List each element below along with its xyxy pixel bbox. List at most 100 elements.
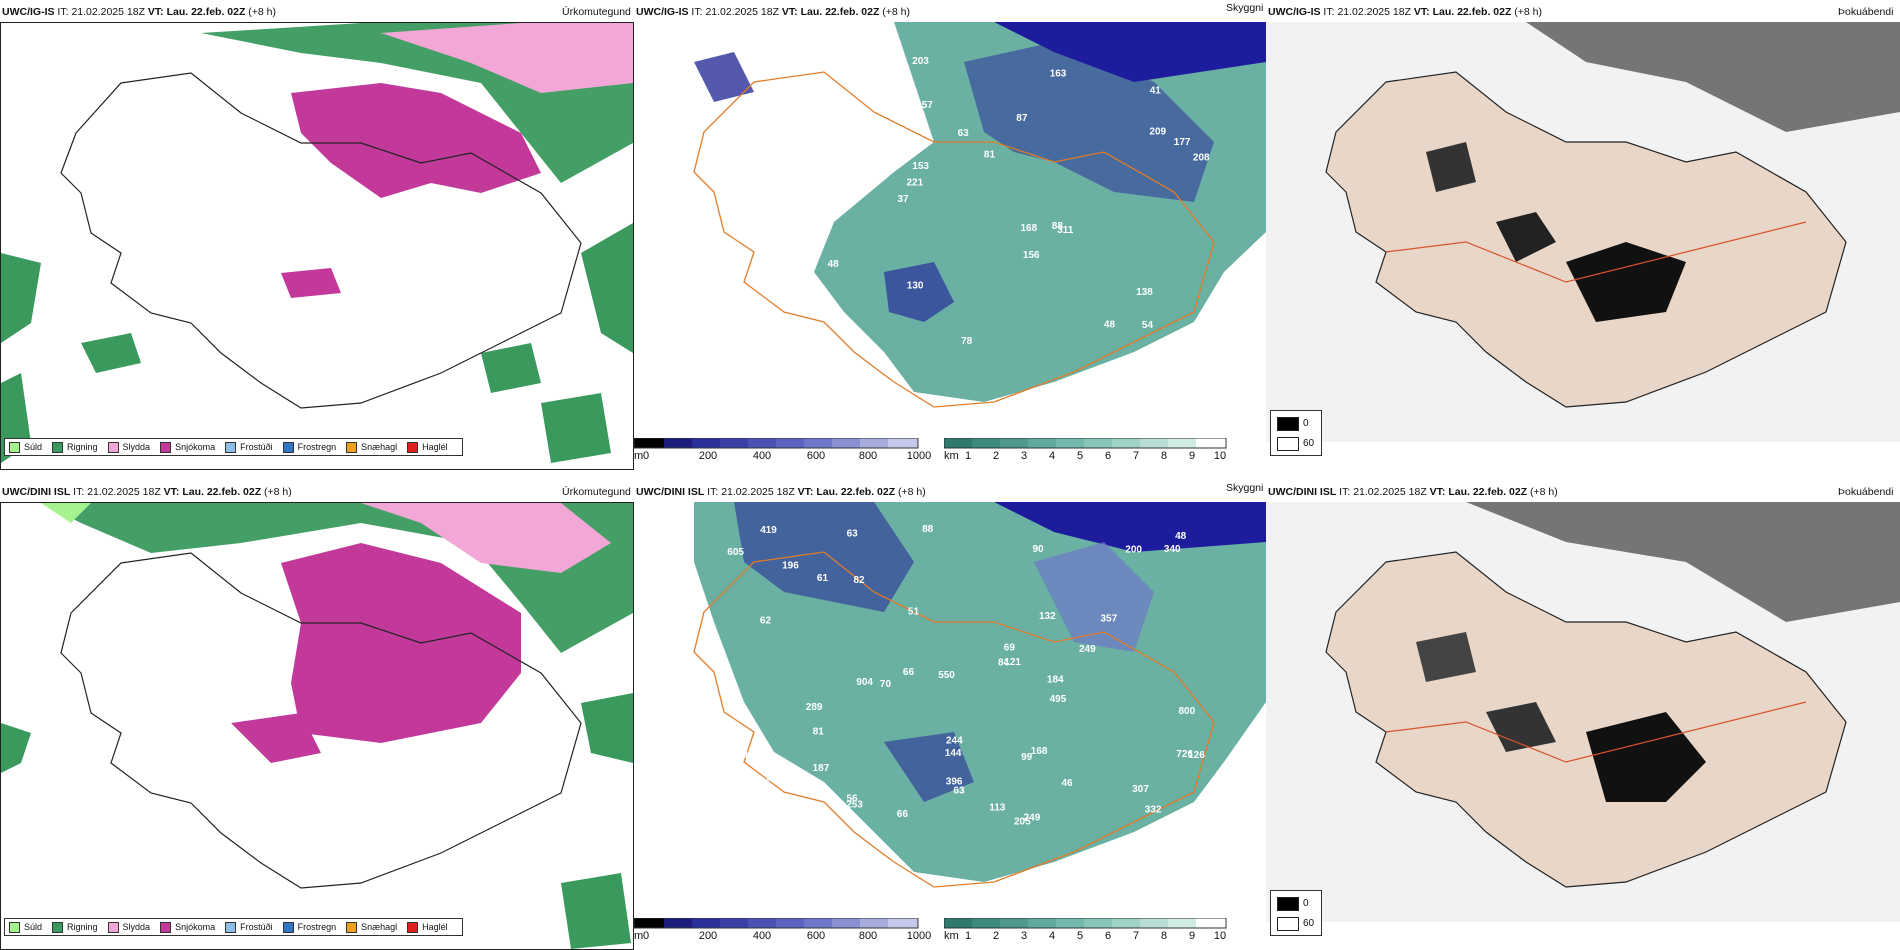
colorbar-tick: 0	[642, 930, 650, 942]
precip-type-panel: UWC/DINI ISL IT: 21.02.2025 18Z VT: Lau.…	[0, 480, 634, 950]
cloudbase-value-label: 56	[847, 794, 859, 805]
cloudbase-value-label: 904	[856, 677, 873, 688]
legend-swatch	[407, 921, 419, 933]
cloudbase-value-label: 235	[826, 316, 843, 327]
panel-title: Úrkomutegund	[562, 486, 631, 498]
legend-swatch-black	[1277, 417, 1299, 431]
legend-swatch	[346, 921, 358, 933]
cloudbase-value-label: 168	[1021, 223, 1038, 234]
legend-item-hail: Haglél	[407, 441, 448, 453]
cloudbase-value-label: 132	[1039, 611, 1056, 622]
cloudbase-value-label: 270	[764, 96, 781, 107]
legend-label: 60	[1303, 918, 1315, 929]
colorbar-tick: 8	[1160, 450, 1168, 462]
precip-type-legend: Súld Rigning Slydda Snjókoma Frostúði Fr…	[4, 438, 463, 456]
legend-swatch	[9, 441, 20, 453]
cloudbase-value-label: 163	[1050, 69, 1067, 80]
cloudbase-value-label: 57	[922, 100, 934, 111]
fog-index-panel: UWC/IG-IS IT: 21.02.2025 18Z VT: Lau. 22…	[1266, 0, 1900, 470]
cloudbase-value-label: 126	[1188, 750, 1205, 761]
legend-item-snow-pellets: Snæhagl	[346, 921, 397, 933]
fog-index-panel: UWC/DINI ISL IT: 21.02.2025 18Z VT: Lau.…	[1266, 480, 1900, 950]
legend-swatch	[107, 921, 119, 933]
cloudbase-value-label: 556	[754, 778, 771, 789]
legend-item-snow-pellets: Snæhagl	[346, 441, 397, 453]
cloudbase-value-label: 61	[817, 573, 829, 584]
cloudbase-value-label: 307	[1132, 784, 1149, 795]
forecast-row-dini-isl: UWC/DINI ISL IT: 21.02.2025 18Z VT: Lau.…	[0, 480, 1900, 950]
colorbar-tick: 1000	[906, 930, 932, 942]
colorbar-tick: 800	[858, 930, 878, 942]
cloudbase-value-label: 62	[910, 99, 922, 110]
cloudbase-value-label: 37	[898, 194, 910, 205]
colorbar-unit: m	[634, 450, 644, 462]
colorbar-tick: 7	[1132, 930, 1140, 942]
cloudbase-value-label: 289	[806, 702, 823, 713]
fog-index-map[interactable]	[1266, 22, 1900, 470]
visibility-panel: UWC/IG-IS IT: 21.02.2025 18Z VT: Lau. 22…	[634, 0, 1266, 470]
colorbar-tick: 200	[698, 450, 718, 462]
panel-header: UWC/DINI ISL IT: 21.02.2025 18Z VT: Lau.…	[636, 486, 926, 498]
colorbar-tick: 2	[992, 930, 1000, 942]
cloudbase-value-label: 70	[880, 679, 892, 690]
colorbar-tick: 400	[752, 450, 772, 462]
cloudbase-value-label: 99	[1021, 752, 1033, 763]
precip-map[interactable]	[0, 22, 634, 470]
fog-index-map[interactable]	[1266, 502, 1900, 950]
visibility-map[interactable]: 54 52 41 37 87 59 62 63 60 58 88 68 57 81 311 270 203 208…	[634, 22, 1266, 470]
legend-item-freezing-rain: Frostregn	[282, 441, 336, 453]
cloudbase-value-label: 88	[922, 524, 934, 535]
cloudbase-value-label: 83	[853, 136, 865, 147]
cloudbase-value-label: 138	[1136, 287, 1153, 298]
legend-item-drizzle: Súld	[9, 441, 42, 453]
legend-item-drizzle: Súld	[9, 921, 42, 933]
colorbar-tick: 4	[1048, 930, 1056, 942]
forecast-row-ig-is: UWC/IG-IS IT: 21.02.2025 18Z VT: Lau. 22…	[0, 0, 1900, 470]
legend-swatch	[52, 921, 64, 933]
panel-header: UWC/IG-IS IT: 21.02.2025 18Z VT: Lau. 22…	[2, 6, 277, 18]
cloudbase-value-label: 52	[757, 162, 769, 173]
legend-swatch-white	[1277, 437, 1299, 451]
panel-title: Þokuábendi	[1838, 486, 1894, 498]
panel-title: Þokuábendi	[1838, 6, 1894, 18]
cloudbase-value-label: 221	[907, 178, 924, 189]
cloudbase-value-label: 357	[1101, 613, 1118, 624]
legend-item-snow: Snjókoma	[160, 441, 215, 453]
cloudbase-value-label: 113	[989, 803, 1006, 814]
cloudbase-value-label: 680	[774, 802, 791, 813]
panel-header: UWC/DINI ISL IT: 21.02.2025 18Z VT: Lau.…	[2, 486, 292, 498]
cloudbase-value-label: 81	[984, 150, 996, 161]
cloudbase-value-label: 332	[1145, 804, 1162, 815]
colorbar-tick: 4	[1048, 450, 1056, 462]
colorbar-unit: km	[944, 930, 959, 942]
panel-title: Úrkomutegund	[562, 6, 631, 18]
cloudbase-value-label: 495	[1050, 694, 1067, 705]
cloudbase-value-label: 63	[953, 785, 965, 796]
visibility-map[interactable]: 66 205 56 46 63 196 904 332 88 51 200 63 66 144 90 84 62…	[634, 502, 1266, 950]
fog-index-legend: 0 60	[1270, 890, 1322, 936]
colorbar-tick: 7	[1132, 450, 1140, 462]
precip-map[interactable]	[0, 502, 634, 950]
cloudbase-value-label: 419	[760, 525, 777, 536]
cloudbase-value-label: 209	[1149, 127, 1166, 138]
cloudbase-value-label: 120	[731, 750, 748, 761]
cloudbase-value-label: 168	[1031, 746, 1048, 757]
legend-swatch	[160, 441, 172, 453]
colorbar-tick: 8	[1160, 930, 1168, 942]
cloudbase-value-label: 130	[907, 281, 924, 292]
visibility-colorbar: km 1 2 3 4 5 6 7 8 9 10	[944, 438, 1264, 468]
cloudbase-value-label: 60	[773, 261, 785, 272]
legend-item-sleet: Slydda	[107, 921, 150, 933]
cloudbase-value-label: 48	[828, 259, 840, 270]
cloudbase-value-label: 249	[1024, 812, 1041, 823]
legend-swatch	[407, 441, 419, 453]
legend-swatch-white	[1277, 917, 1299, 931]
cloudbase-value-label: 340	[1164, 544, 1181, 555]
legend-swatch	[282, 921, 294, 933]
colorbar-tick: 9	[1188, 450, 1196, 462]
cloudbase-value-label: 138	[780, 800, 797, 811]
cloudbase-value-label: 62	[760, 616, 772, 627]
legend-item-hail: Haglél	[407, 921, 448, 933]
legend-item-sleet: Slydda	[107, 441, 150, 453]
colorbar-tick: 5	[1076, 930, 1084, 942]
